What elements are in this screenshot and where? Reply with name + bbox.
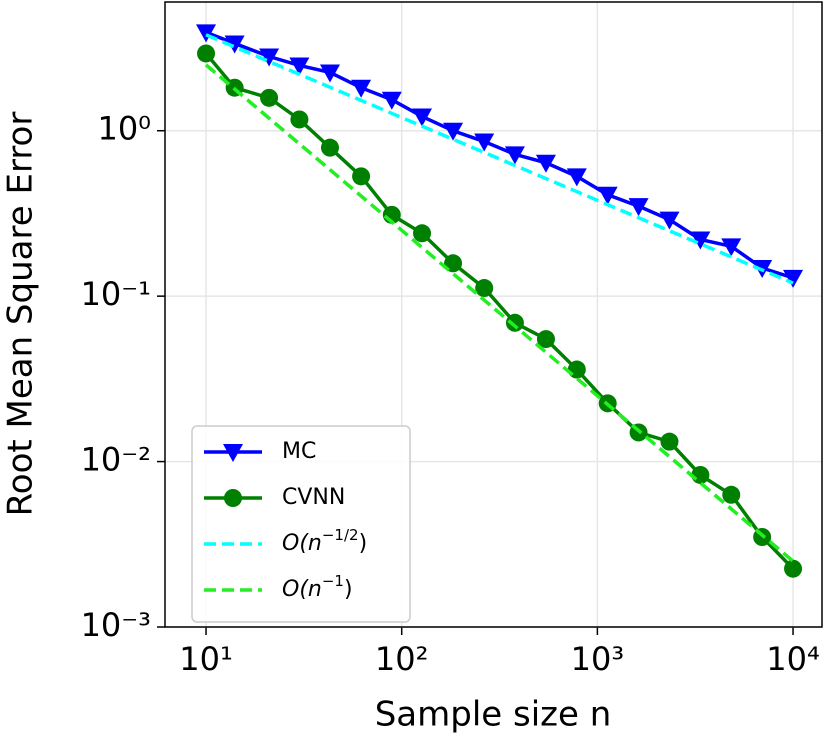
marker [659,211,680,230]
marker [351,79,372,98]
marker [567,360,586,379]
marker [319,64,340,83]
marker [412,108,433,127]
marker [505,313,524,332]
marker [691,465,710,484]
legend-label: O(n−1/2) [282,526,367,557]
marker [536,330,555,349]
marker [352,167,371,186]
marker [197,44,216,63]
marker [259,48,280,67]
marker [475,279,494,298]
legend-box [191,425,411,623]
marker [290,110,309,129]
y-tick-label: 10⁻¹ [81,275,151,313]
marker [443,122,464,141]
series-line [205,33,794,285]
marker [660,432,679,451]
marker [535,154,556,173]
legend-label: CVNN [282,485,345,510]
marker [566,168,587,187]
marker [690,231,711,250]
marker [504,146,525,165]
marker [320,138,339,157]
y-axis-label: Root Mean Square Error [1,112,41,517]
marker [783,269,804,288]
legend-label: MC [282,439,316,464]
marker [784,559,803,578]
x-tick-label: 10² [375,640,429,678]
y-tick-label: 10⁻² [81,441,151,479]
marker [597,186,618,205]
x-tick-label: 10⁴ [766,640,820,678]
marker [260,88,279,107]
x-axis-label: Sample size n [375,695,612,735]
y-tick-label: 10⁰ [97,110,151,148]
legend-label: O(n−1) [282,572,353,603]
marker [223,444,243,462]
marker [628,198,649,217]
series-line [204,63,795,563]
marker [381,91,402,110]
x-tick-label: 10¹ [179,640,233,678]
marker [224,489,242,507]
plot-frame [164,1,823,628]
marker [722,485,741,504]
marker [196,24,217,43]
marker [289,57,310,76]
marker [721,238,742,257]
y-tick-label: 10⁻³ [81,606,151,644]
marker [474,133,495,152]
x-tick-label: 10³ [571,640,625,678]
marker [224,35,245,54]
marker [413,224,432,243]
